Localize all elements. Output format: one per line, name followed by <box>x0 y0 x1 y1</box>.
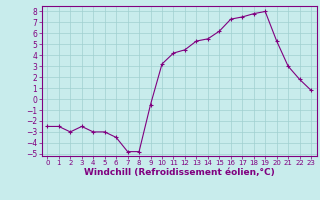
X-axis label: Windchill (Refroidissement éolien,°C): Windchill (Refroidissement éolien,°C) <box>84 168 275 177</box>
